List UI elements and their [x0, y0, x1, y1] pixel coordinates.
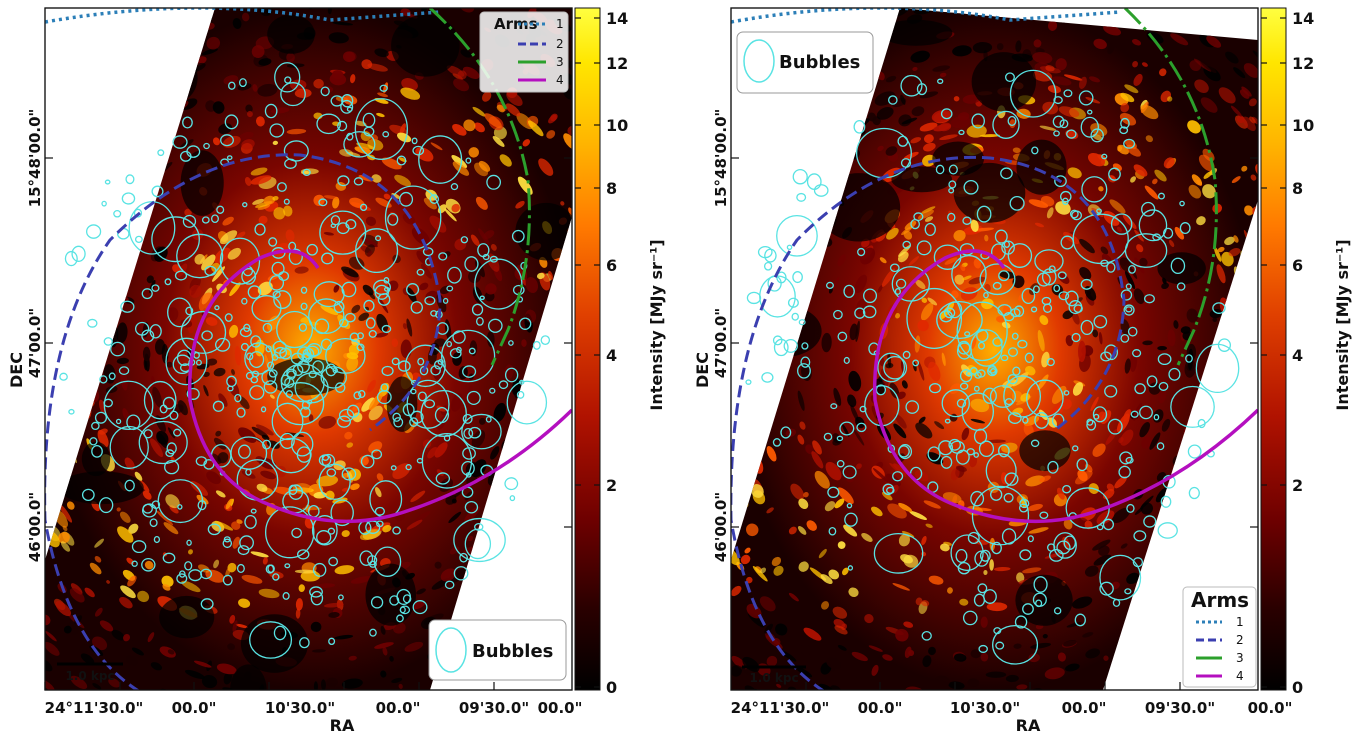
- colorbar-tick-label: 0: [1292, 678, 1303, 697]
- arm-4-curve-left: [187, 249, 572, 524]
- arms-legend-item-left-3: 3: [556, 55, 564, 69]
- arms-legend-item-right-4: 4: [1236, 669, 1244, 683]
- x-ticks-left: [44, 682, 495, 690]
- arms-legend-item-left-2: 2: [556, 37, 564, 51]
- arm-1-curve-left: [45, 8, 441, 24]
- arms-legend-title-left: Arms: [494, 15, 538, 33]
- x-tick-label-left-5: 09'30.0": [459, 699, 529, 717]
- x-ticks-right: [805, 682, 1181, 690]
- scale-bar-label-left: 1.0 kpc: [65, 669, 114, 683]
- y-tick-label-right-1: 15°48'00.0": [712, 109, 730, 208]
- arms-legend-item-left-1: 1: [556, 17, 564, 31]
- colorbar-tick-label: 10: [1292, 116, 1314, 135]
- colorbar-tick-label: 6: [1292, 256, 1303, 275]
- x-axis-label-left: RA: [330, 716, 355, 735]
- y-ticks-left: [45, 157, 572, 528]
- arm-3-curve-left: [428, 8, 531, 366]
- arms-legend-item-right-3: 3: [1236, 651, 1244, 665]
- colorbar-tick-label: 14: [1292, 9, 1314, 28]
- colorbar-tick-label: 2: [1292, 476, 1303, 495]
- panel-right: 15°48'00.0" 47'00.0" 46'00.0" DEC 24°11'…: [693, 7, 1352, 735]
- arms-legend-item-left-4: 4: [556, 73, 564, 87]
- x-tick-label-left-2: 00.0": [172, 699, 217, 717]
- colorbar-tick-label: 4: [606, 346, 617, 365]
- scale-bar-right: 1.0 kpc: [742, 665, 806, 685]
- bubbles-right: [745, 69, 1240, 665]
- colorbar-tick-label: 10: [606, 116, 628, 135]
- arm-2-curve-right: [731, 155, 1126, 690]
- y-tick-label-right-3: 46'00.0": [712, 492, 730, 562]
- arms-legend-right: Arms 1 2 3 4: [1182, 586, 1257, 688]
- bubbles-legend-left: Bubbles: [428, 619, 567, 681]
- x-tick-label-right-1: 24°11'30.0": [731, 699, 830, 717]
- colorbar-tick-label: 14: [606, 9, 628, 28]
- y-axis-label-right: DEC: [693, 352, 712, 388]
- y-tick-label-left-3: 46'00.0": [26, 492, 44, 562]
- x-tick-label-right-2: 00.0": [858, 699, 903, 717]
- scale-bar-label-right: 1.0 kpc: [749, 671, 798, 685]
- arm-2-curve-left: [45, 153, 442, 690]
- arm-4-curve-right: [872, 249, 1258, 524]
- y-tick-label-left-1: 15°48'00.0": [26, 109, 44, 208]
- x-tick-label-right-5: 09'30.0": [1145, 699, 1215, 717]
- colorbar-label-left: Intensity [MJy sr⁻¹]: [647, 239, 666, 410]
- x-tick-label-right-3: 10'30.0": [950, 699, 1020, 717]
- y-ticks-right: [731, 157, 1258, 528]
- scale-bar-left: 1.0 kpc: [57, 662, 123, 683]
- x-tick-label-left-3: 10'30.0": [265, 699, 335, 717]
- colorbar-label-right: Intensity [MJy sr⁻¹]: [1333, 239, 1352, 410]
- arms-legend-title-right: Arms: [1191, 588, 1249, 612]
- colorbar-left: 0 2 4 6 8 10 12 14 Intensity [MJy sr⁻¹]: [574, 7, 666, 697]
- panel-left: 15°48'00.0" 47'00.0" 46'00.0" DEC 24°11'…: [7, 7, 666, 735]
- arms-legend-item-right-2: 2: [1236, 633, 1244, 647]
- y-axis-label-left: DEC: [7, 352, 26, 388]
- x-axis-label-right: RA: [1016, 716, 1041, 735]
- colorbar-tick-label: 12: [606, 54, 628, 73]
- bubbles-legend-right: Bubbles: [736, 31, 874, 94]
- colorbar-tick-label: 4: [1292, 346, 1303, 365]
- arm-1-curve-right: [731, 8, 1121, 24]
- x-tick-label-left-6: 00.0": [538, 699, 583, 717]
- x-tick-label-left-1: 24°11'30.0": [45, 699, 144, 717]
- x-tick-label-right-4: 00.0": [1062, 699, 1107, 717]
- colorbar-tick-label: 0: [606, 678, 617, 697]
- colorbar-tick-label: 2: [606, 476, 617, 495]
- colorbar-tick-label: 8: [606, 179, 617, 198]
- colorbar-tick-label: 12: [1292, 54, 1314, 73]
- arms-legend-item-right-1: 1: [1236, 615, 1244, 629]
- x-tick-label-left-4: 00.0": [376, 699, 421, 717]
- colorbar-tick-label: 6: [606, 256, 617, 275]
- y-tick-label-right-2: 47'00.0": [712, 308, 730, 378]
- bubbles-legend-label-left: Bubbles: [472, 641, 553, 662]
- x-tick-label-right-6: 00.0": [1248, 699, 1293, 717]
- y-tick-label-left-2: 47'00.0": [26, 308, 44, 378]
- arms-legend-left: Arms 1 2 3 4: [479, 11, 569, 93]
- colorbar-tick-label: 8: [1292, 179, 1303, 198]
- bubbles-legend-label-right: Bubbles: [779, 52, 860, 73]
- colorbar-right: 0 2 4 6 8 10 12 14 Intensity [MJy sr⁻¹]: [1260, 7, 1352, 697]
